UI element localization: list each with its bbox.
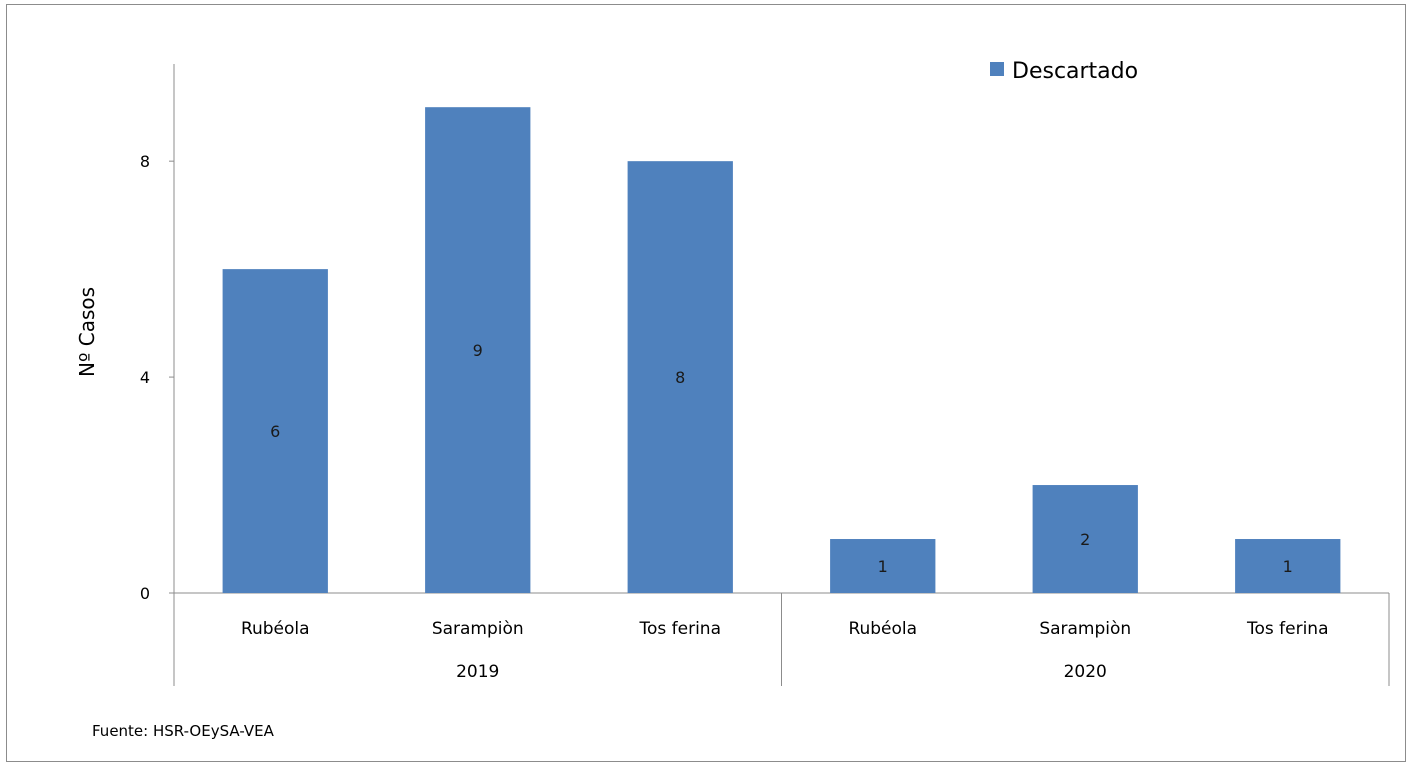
bar bbox=[425, 107, 531, 594]
labels: 0 4 8 6 Rubéola 9 Sarampiòn 8 Tos ferina 2019 1 Rub… bbox=[140, 152, 1329, 682]
y-tick-label: 0 bbox=[140, 584, 150, 603]
category-label: Rubéola bbox=[848, 619, 917, 639]
category-label: Sarampiòn bbox=[432, 619, 524, 639]
axes bbox=[169, 64, 1390, 686]
bar bbox=[1032, 485, 1138, 593]
bar bbox=[627, 161, 733, 593]
bar bbox=[1235, 539, 1341, 593]
group-label: 2020 bbox=[1064, 662, 1107, 682]
bar bbox=[830, 539, 936, 593]
data-label: 2 bbox=[1080, 530, 1090, 549]
y-tick-label: 8 bbox=[140, 152, 150, 171]
category-label: Tos ferina bbox=[638, 619, 721, 639]
legend-label-descartado: Descartado bbox=[1012, 59, 1138, 84]
bars bbox=[222, 107, 1341, 594]
category-label: Tos ferina bbox=[1246, 619, 1329, 639]
y-axis-label: Nº Casos bbox=[75, 287, 99, 377]
group-label: 2019 bbox=[456, 662, 499, 682]
source-note: Fuente: HSR-OEySA-VEA bbox=[92, 722, 274, 740]
category-label: Rubéola bbox=[241, 619, 310, 639]
data-label: 9 bbox=[473, 341, 483, 360]
legend: Descartado bbox=[990, 59, 1138, 84]
data-label: 8 bbox=[675, 368, 685, 387]
legend-swatch bbox=[990, 62, 1004, 76]
data-label: 1 bbox=[1283, 557, 1293, 576]
data-label: 1 bbox=[878, 557, 888, 576]
data-label: 6 bbox=[270, 422, 280, 441]
bar bbox=[222, 269, 328, 593]
category-label: Sarampiòn bbox=[1039, 619, 1131, 639]
y-tick-label: 4 bbox=[140, 368, 150, 387]
